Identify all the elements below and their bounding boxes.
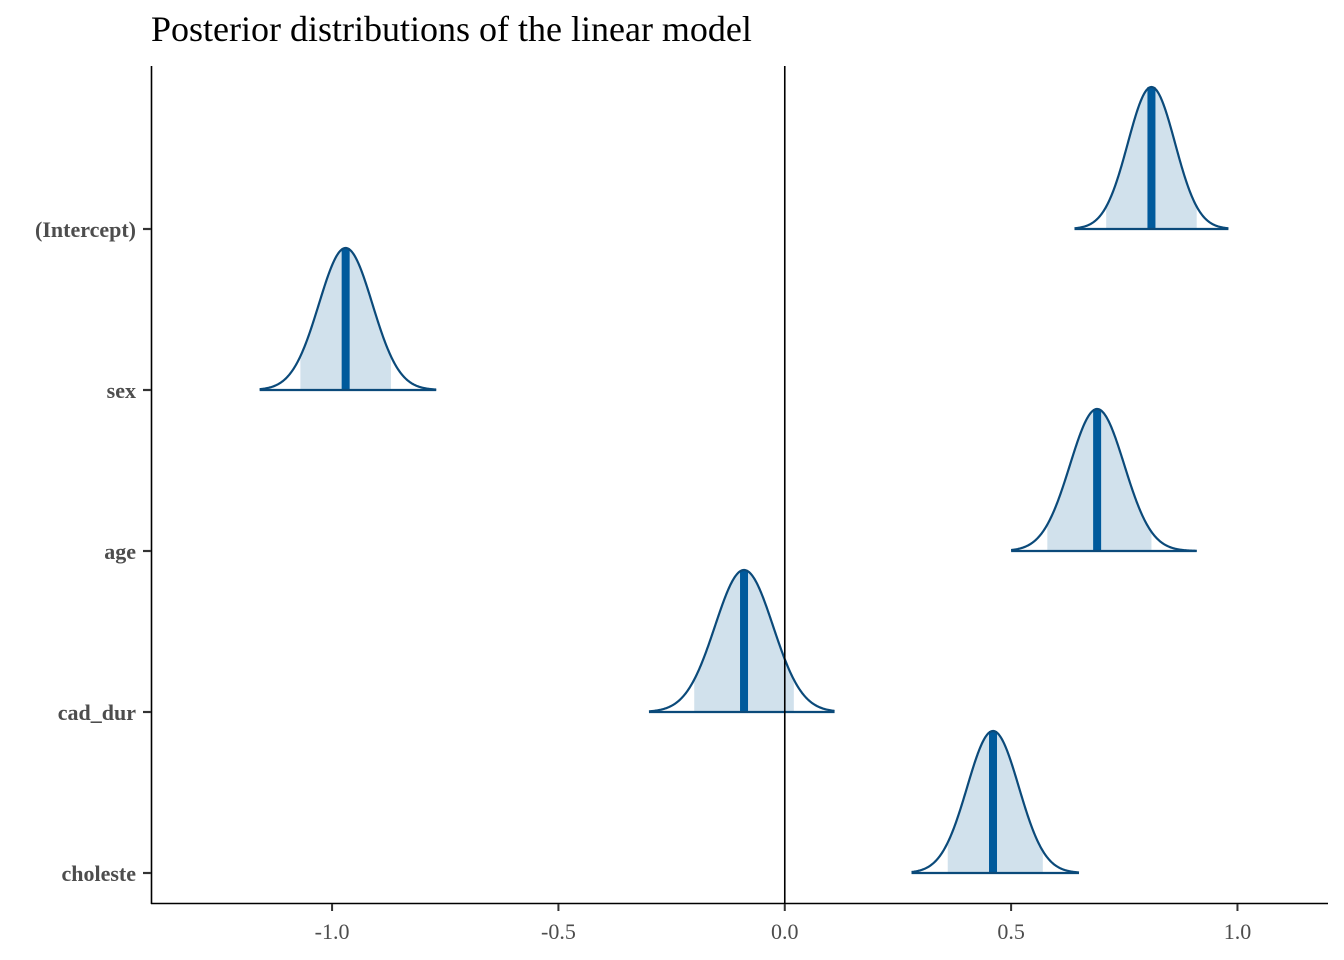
- ridge-choleste: [912, 731, 1080, 873]
- y-axis-ticks: (Intercept) sex age cad_dur choleste: [35, 217, 151, 886]
- x-tick-label: -0.5: [541, 919, 576, 944]
- x-axis-ticks: -1.0 -0.5 0.0 0.5 1.0: [315, 904, 1252, 944]
- ridge-intercept: [1074, 87, 1228, 229]
- y-tick-label: cad_dur: [58, 700, 136, 725]
- ridge-age: [1011, 409, 1197, 551]
- y-tick-label: age: [104, 539, 136, 564]
- x-tick-label: 0.5: [997, 919, 1025, 944]
- y-tick-label: sex: [107, 378, 136, 403]
- ridge-cad-dur: [649, 570, 835, 712]
- y-tick-label: choleste: [61, 861, 136, 886]
- x-tick-label: -1.0: [315, 919, 350, 944]
- y-tick-label: (Intercept): [35, 217, 136, 242]
- density-layer: [260, 87, 1229, 873]
- ridge-sex: [260, 248, 437, 390]
- x-tick-label: 0.0: [771, 919, 799, 944]
- x-tick-label: 1.0: [1224, 919, 1252, 944]
